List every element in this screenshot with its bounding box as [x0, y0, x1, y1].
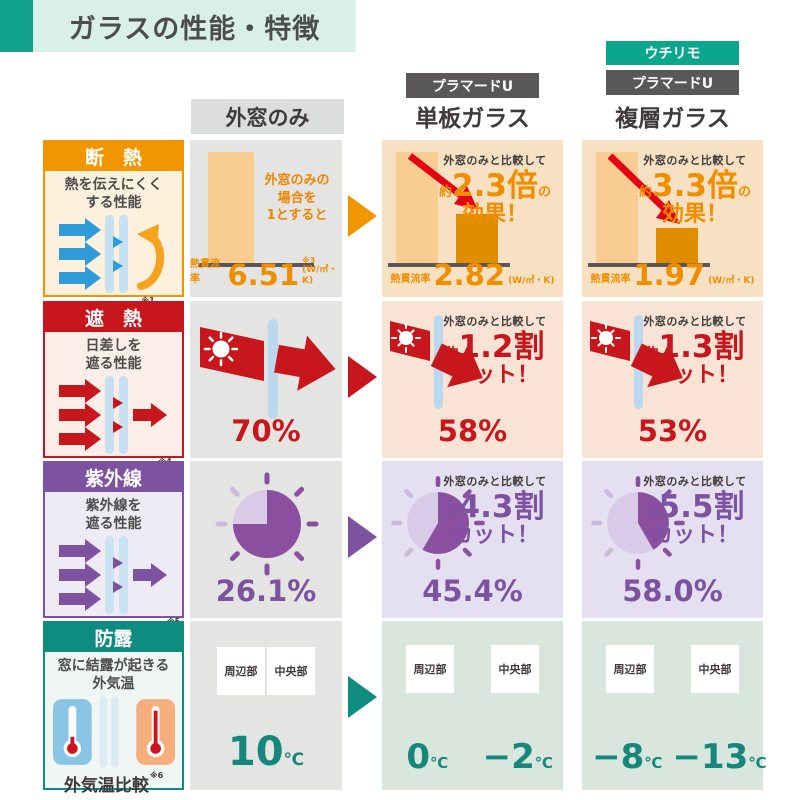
row-condensation: 防露 窓に結露が起きる 外気温 [0, 621, 800, 796]
sun-arrow-icon [590, 315, 683, 409]
solar-gain-value: 70% [231, 414, 301, 448]
column-double-brand-badge: プラマードU [606, 70, 739, 95]
column-double-name: 複層ガラス [615, 106, 730, 132]
comparison-note: 外窓のみと比較して 約4.3割 カット！ [443, 475, 547, 548]
heat-shield-double-cell: 外窓のみと比較して 約1.3割 カット！ 53% [582, 301, 763, 458]
condensation-label-card: 防露 窓に結露が起きる 外気温 [43, 621, 184, 796]
row-heat-shield: 遮 熱 日差しを 遮る性能 日射熱取得率※4 [0, 301, 800, 482]
comparison-note: 外窓のみと比較して 約2.3倍の 効果！ [439, 154, 551, 227]
next-arrow-icon [348, 516, 377, 558]
uv-cut-value: 26.1% [215, 574, 317, 608]
column-baseline-label: 外窓のみ [225, 105, 310, 130]
solar-gain-value: 53% [637, 414, 708, 448]
u-value-line: 熱貫流率 1.97 (W/㎡・K) [590, 258, 755, 292]
sun-arrow-icon [390, 315, 483, 409]
comparison-note: 外窓のみと比較して 約1.2割 カット！ [443, 315, 547, 388]
uv-label-card: 紫外線 紫外線を 遮る性能 紫外線カット率※5 [43, 461, 184, 642]
uv-baseline-cell: 26.1% [190, 461, 342, 618]
u-value-line: 熱貫流率 6.51 ※3 (W/㎡・K) [190, 255, 338, 292]
heat-shield-icon [45, 373, 182, 457]
comparison-note: 外窓のみと比較して 約1.3割 カット！ [643, 315, 747, 388]
next-arrow-icon [348, 676, 377, 718]
page-title-bar: ガラスの性能・特徴 [33, 0, 356, 52]
comparison-bar-chart [588, 152, 710, 267]
center-zone-label: 中央部 [267, 647, 315, 695]
heat-shield-label-card: 遮 熱 日差しを 遮る性能 日射熱取得率※4 [43, 301, 184, 482]
insulation-icon [45, 212, 182, 296]
edge-zone-label: 周辺部 [406, 645, 454, 693]
outdoor-temp-value: 10℃ [227, 729, 305, 775]
insulation-baseline-cell: 外窓のみの 場合を 1とすると 熱貫流率 6.51 ※3 (W/㎡・K) [190, 140, 342, 297]
uv-sun-pie-icon [215, 472, 319, 576]
condensation-single-cell: 周辺部 中央部 0℃ −2℃ [382, 621, 563, 790]
brand-label: プラマードU [631, 75, 714, 92]
baseline-bar-chart [198, 152, 314, 267]
uv-cut-value: 58.0% [622, 574, 723, 608]
next-arrow-icon [348, 195, 377, 237]
row-metric-label: 外気温比較 ※6 [63, 771, 164, 797]
solar-gain-value: 58% [437, 414, 508, 448]
row-description: 窓に結露が起きる 外気温 [57, 658, 170, 693]
center-zone-label: 中央部 [491, 645, 539, 693]
comparison-note: 外窓のみと比較して 約5.5割 カット！ [643, 475, 747, 548]
title-accent-block [0, 0, 33, 52]
column-baseline-badge: 外窓のみ [191, 99, 344, 134]
uv-single-cell: 外窓のみと比較して 約4.3割 カット！ 45.4% [382, 461, 563, 618]
edge-zone-label: 周辺部 [217, 647, 265, 695]
insulation-single-cell: 外窓のみと比較して 約2.3倍の 効果！ 熱貫流率 2.82 (W/㎡・K) [382, 140, 563, 297]
row-insulation: 断 熱 熱を伝えにくく する性能 熱貫流率※1※ [0, 140, 800, 321]
heat-shield-single-cell: 外窓のみと比較して 約1.2割 カット！ 58% [382, 301, 563, 458]
row-header-label: 紫外線 [84, 468, 142, 490]
edge-zone-label: 周辺部 [606, 645, 654, 693]
row-description: 熱を伝えにくく する性能 [64, 177, 163, 212]
comparison-bar-chart [388, 152, 510, 267]
thermometer-compare-icon [45, 693, 182, 771]
condensation-baseline-cell: 周辺部 中央部 10℃ [190, 621, 342, 790]
temp-zone-labels: 周辺部 中央部 [217, 647, 315, 695]
row-header-label: 断 熱 [84, 147, 142, 169]
u-value-line: 熱貫流率 2.82 (W/㎡・K) [390, 258, 555, 292]
center-zone-label: 中央部 [691, 645, 739, 693]
series-label: ウチリモ [644, 46, 701, 62]
next-arrow-icon [348, 356, 377, 398]
row-header-label: 防露 [94, 628, 133, 650]
heat-shield-baseline-cell: 70% [190, 301, 342, 458]
edge-temp-value: 0℃ [406, 737, 449, 777]
column-single-brand-badge: プラマードU [406, 73, 539, 98]
column-double-series-badge: ウチリモ [606, 41, 739, 65]
sun-arrow-icon [200, 319, 336, 419]
baseline-caption: 外窓のみの 場合を 1とすると [264, 173, 330, 224]
insulation-double-cell: 外窓のみと比較して 約3.3倍の 効果！ 熱貫流率 1.97 (W/㎡・K) [582, 140, 763, 297]
insulation-label-card: 断 熱 熱を伝えにくく する性能 熱貫流率※1※ [43, 140, 184, 321]
page-title: ガラスの性能・特徴 [68, 13, 321, 45]
row-uv: 紫外線 紫外線を 遮る性能 紫外線カット率※5 [0, 461, 800, 642]
comparison-note: 外窓のみと比較して 約3.3倍の 効果！ [639, 154, 751, 227]
edge-temp-value: −8℃ [592, 737, 663, 777]
uv-sun-pie-icon [591, 476, 685, 570]
row-description: 紫外線を 遮る性能 [85, 498, 142, 533]
uv-block-icon [45, 533, 182, 617]
center-temp-value: −13℃ [672, 737, 767, 777]
column-single-name: 単板ガラス [415, 106, 530, 132]
uv-sun-pie-icon [391, 476, 485, 570]
uv-cut-value: 45.4% [422, 574, 523, 608]
row-description: 日差しを 遮る性能 [85, 338, 142, 373]
center-temp-value: −2℃ [482, 737, 553, 777]
row-header-label: 遮 熱 [84, 308, 142, 330]
condensation-double-cell: 周辺部 中央部 −8℃ −13℃ [582, 621, 767, 790]
uv-double-cell: 外窓のみと比較して 約5.5割 カット！ 58.0% [582, 461, 763, 618]
brand-label: プラマードU [431, 78, 514, 95]
